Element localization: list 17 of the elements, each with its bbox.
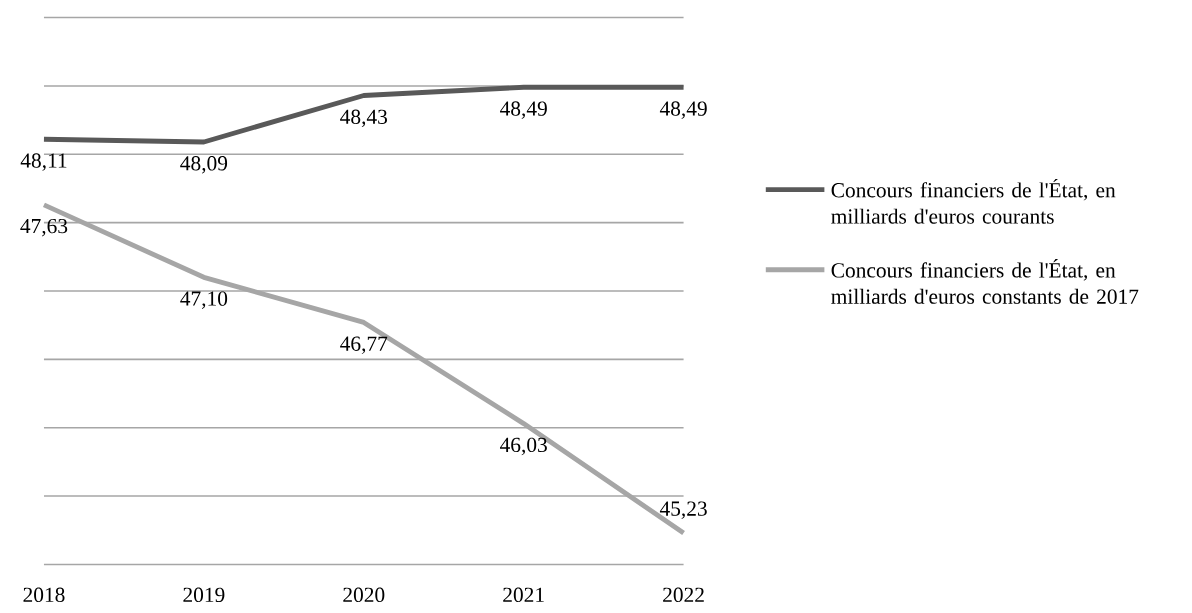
- data-label: 45,23: [659, 501, 707, 519]
- data-label: 48,49: [500, 101, 547, 119]
- data-label: 48,09: [180, 155, 228, 174]
- data-label: 48,43: [340, 109, 387, 127]
- x-tick-label: 2020: [343, 587, 385, 602]
- data-label: 48,49: [659, 101, 707, 119]
- x-tick-label: 2019: [183, 587, 225, 602]
- x-tick-label: 2022: [663, 587, 704, 602]
- data-label: 46,03: [500, 437, 547, 456]
- data-label: 46,77: [340, 336, 388, 354]
- x-tick-label: 2018: [23, 587, 65, 602]
- data-label: 47,63: [20, 218, 68, 237]
- legend-label: Concours financiers de l'État, en milliards d'euros constants de 2017: [831, 258, 1139, 304]
- legend-label: Concours financiers de l'État, en milliards d'euros courants: [831, 178, 1116, 224]
- data-label: 48,11: [20, 153, 67, 171]
- data-label: 47,10: [180, 291, 228, 309]
- x-tick-label: 2021: [503, 587, 544, 602]
